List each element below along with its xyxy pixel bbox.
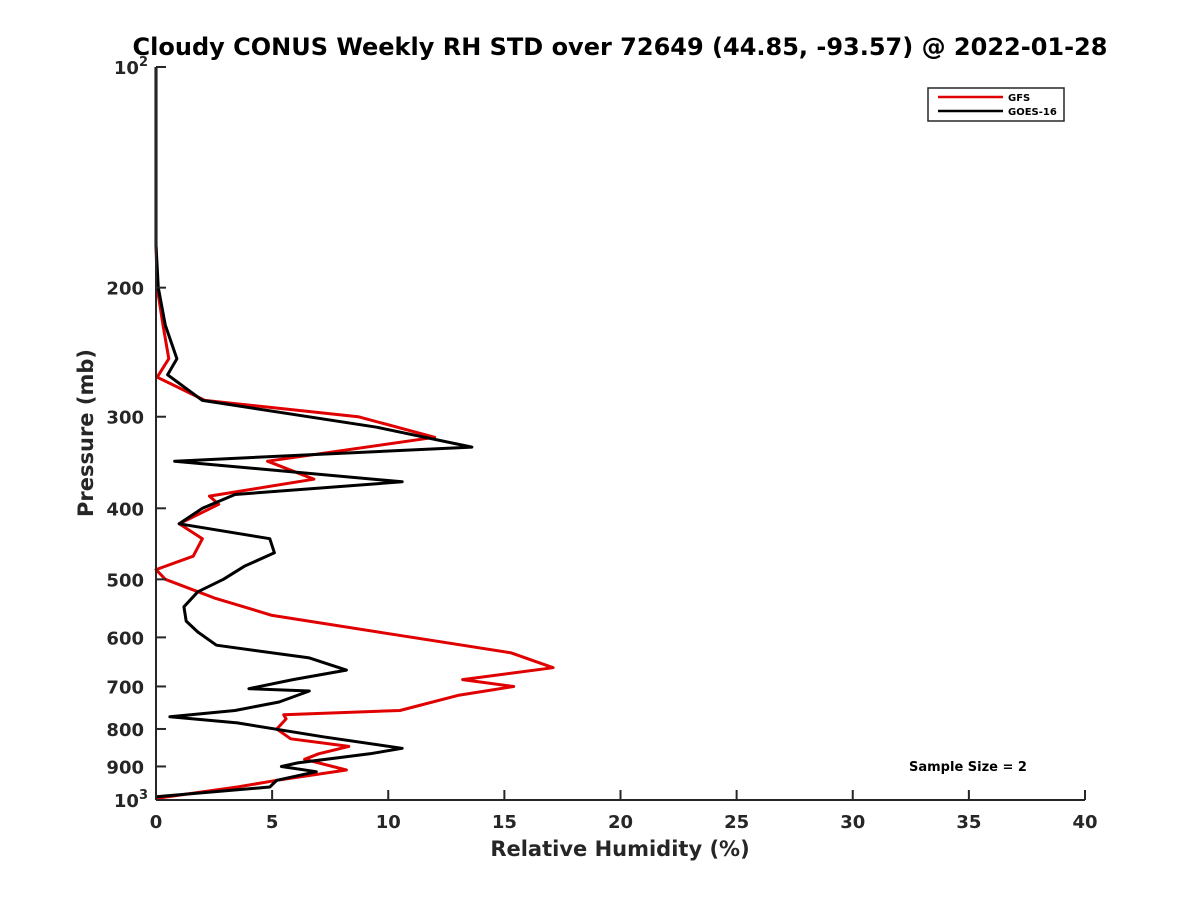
x-tick-label: 25: [724, 812, 749, 833]
x-tick-label: 15: [492, 812, 517, 833]
y-tick-label: 200: [106, 279, 144, 300]
x-tick-label: 20: [608, 812, 633, 833]
x-tick-label: 30: [840, 812, 865, 833]
x-tick-label: 40: [1072, 812, 1097, 833]
legend-box: [927, 87, 1065, 122]
x-tick-label: 10: [376, 812, 401, 833]
sample-size-annotation: Sample Size = 2: [909, 760, 1027, 775]
chart-title: Cloudy CONUS Weekly RH STD over 72649 (4…: [133, 33, 1108, 61]
y-tick-label: 102: [114, 55, 148, 79]
y-axis-label: Pressure (mb): [74, 349, 98, 517]
y-tick-label: 600: [106, 628, 144, 649]
y-tick-label: 300: [106, 408, 144, 429]
legend-label-goes16: GOES-16: [1008, 107, 1057, 118]
y-tick-label: 103: [114, 788, 148, 812]
legend: GFS GOES-16: [927, 87, 1065, 122]
y-tick-label: 500: [106, 570, 144, 591]
x-tick-label: 5: [266, 812, 279, 833]
legend-label-gfs: GFS: [1008, 93, 1030, 104]
x-tick-label: 35: [956, 812, 981, 833]
y-tick-label: 800: [106, 720, 144, 741]
series-line-gfs: [154, 67, 555, 800]
y-ticks: 102 200 300 400 500 600 700 800 900 103: [106, 55, 166, 812]
y-tick-label: 400: [106, 499, 144, 520]
series-layer: [154, 67, 555, 800]
y-tick-label: 900: [106, 757, 144, 778]
x-ticks: 0 5 10 15 20 25 30 35 40: [150, 790, 1098, 833]
x-axis-label: Relative Humidity (%): [490, 837, 749, 861]
x-tick-label: 0: [150, 812, 163, 833]
series-line-goes16: [154, 67, 474, 799]
y-tick-label: 700: [106, 677, 144, 698]
